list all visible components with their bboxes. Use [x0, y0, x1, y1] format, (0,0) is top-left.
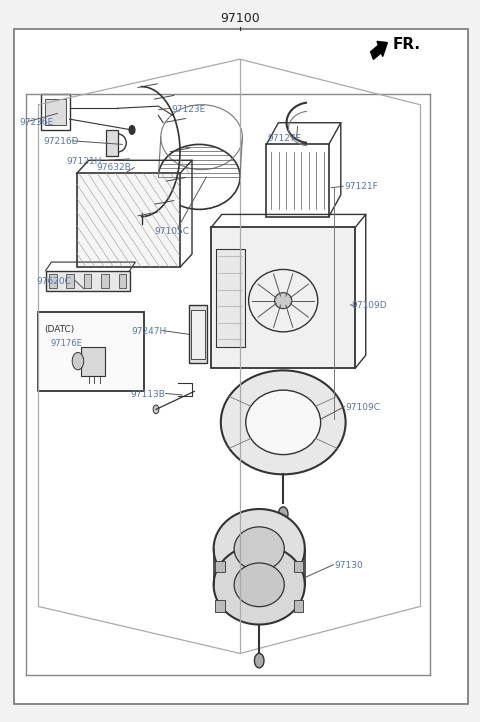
Text: 97105C: 97105C — [155, 227, 190, 235]
Text: 97130: 97130 — [335, 561, 363, 570]
Circle shape — [278, 507, 288, 521]
Bar — [119, 274, 126, 288]
Text: 97123E: 97123E — [172, 105, 206, 113]
Bar — [49, 274, 57, 288]
Circle shape — [129, 126, 135, 134]
Bar — [266, 144, 329, 217]
Bar — [41, 94, 70, 130]
Bar — [81, 347, 105, 375]
Ellipse shape — [72, 352, 84, 370]
Ellipse shape — [234, 563, 284, 606]
Text: 97247H: 97247H — [132, 327, 167, 336]
Bar — [191, 310, 205, 359]
Bar — [294, 560, 303, 572]
Bar — [45, 99, 66, 125]
FancyArrow shape — [371, 41, 387, 59]
Bar — [215, 601, 225, 612]
Text: 97632B: 97632B — [96, 163, 131, 172]
Text: 97620C: 97620C — [36, 277, 71, 286]
Text: 97109C: 97109C — [346, 403, 381, 412]
Text: 97236E: 97236E — [19, 118, 53, 126]
Text: 97176E: 97176E — [50, 339, 82, 348]
Bar — [84, 274, 91, 288]
Circle shape — [254, 653, 264, 668]
Bar — [216, 249, 245, 347]
Text: FR.: FR. — [393, 38, 420, 52]
Bar — [294, 601, 303, 612]
Ellipse shape — [234, 527, 284, 570]
Bar — [46, 271, 130, 291]
Text: 97109D: 97109D — [352, 301, 387, 310]
Bar — [211, 227, 355, 368]
Ellipse shape — [246, 390, 321, 455]
Ellipse shape — [221, 370, 346, 474]
Bar — [66, 274, 74, 288]
Circle shape — [153, 405, 159, 414]
Bar — [106, 130, 118, 156]
Text: (DATC): (DATC) — [44, 325, 74, 334]
Text: 97100: 97100 — [220, 12, 260, 25]
Text: 97127F: 97127F — [268, 134, 301, 143]
Bar — [38, 312, 144, 391]
Text: 97113B: 97113B — [131, 390, 166, 399]
Text: 97121F: 97121F — [345, 183, 378, 191]
Bar — [77, 173, 180, 267]
Bar — [189, 305, 207, 363]
Ellipse shape — [214, 509, 305, 588]
Text: 97216D: 97216D — [43, 137, 79, 146]
Ellipse shape — [275, 292, 292, 308]
Bar — [101, 274, 109, 288]
Ellipse shape — [214, 545, 305, 625]
Text: 97121H: 97121H — [66, 157, 102, 165]
Bar — [215, 560, 225, 572]
